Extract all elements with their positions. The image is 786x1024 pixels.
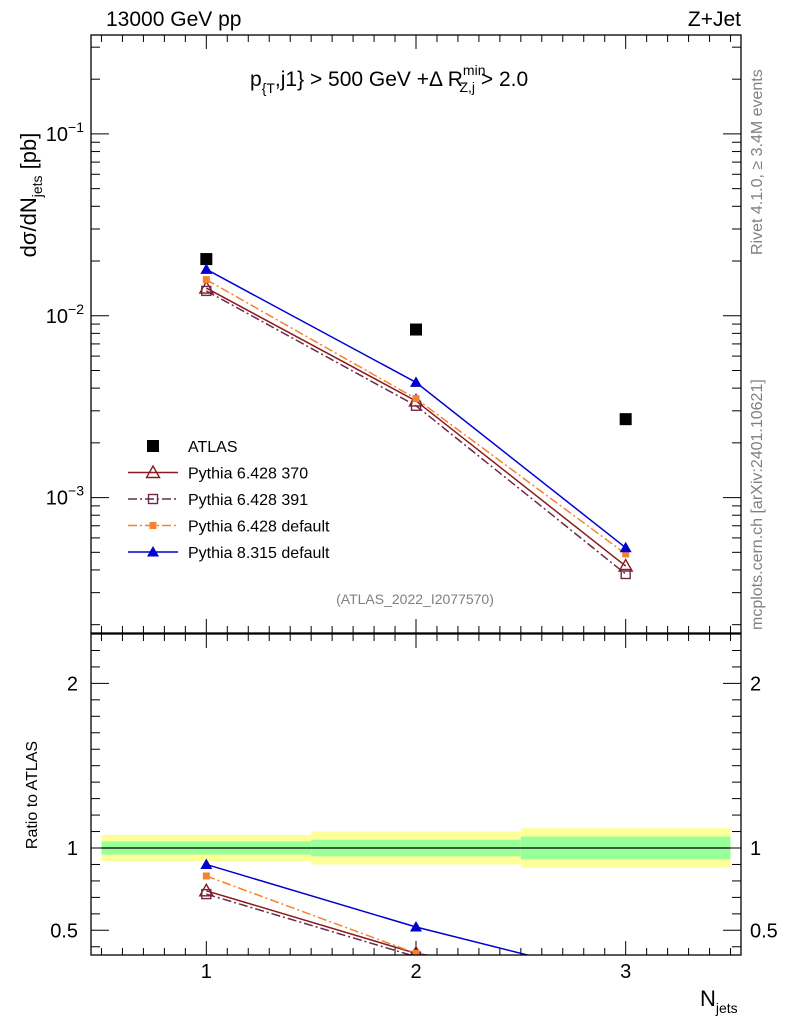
y-axis-label-main: dσ/dNjets [pb] — [16, 133, 45, 258]
point-atlas — [619, 413, 632, 426]
main-y-tick-label: 10−2 — [46, 301, 84, 328]
header-energy: 13000 GeV pp — [106, 8, 241, 31]
title-r-sup: min — [463, 62, 486, 78]
ratio-uncertainty-bands — [101, 828, 731, 868]
ratio-frame — [90, 633, 742, 956]
title-p-sub: {T — [262, 80, 276, 96]
point-atlas — [200, 253, 213, 266]
ratio-point-p391 — [621, 985, 630, 994]
ylabel-main-sub: jets — [29, 175, 45, 198]
main-frame — [90, 34, 742, 634]
rivet-version-text: Rivet 4.1.0, ≥ 3.4M events — [749, 69, 766, 255]
mcplots-text: mcplots.cern.ch [arXiv:2401.10621] — [749, 379, 766, 630]
xlabel-sub: jets — [715, 1000, 738, 1016]
x-tick-label: 1 — [201, 961, 212, 983]
legend-label-p6def: Pythia 6.428 default — [188, 519, 330, 536]
point-p8def — [619, 541, 632, 553]
x-tick-labels: 1 2 3 — [201, 961, 631, 983]
point-atlas — [410, 323, 422, 336]
main-y-tick-label: 10−3 — [46, 483, 84, 510]
ratio-y-tick-label-left: 0.5 — [50, 920, 78, 942]
ratio-y-tick-labels: 0.5 0.5 1 1 2 2 — [50, 673, 778, 942]
point-p6def — [202, 276, 210, 284]
point-p6def — [412, 395, 420, 403]
legend-label-p8def: Pythia 8.315 default — [188, 545, 330, 562]
ratio-point-p391 — [201, 888, 212, 900]
legend-marker-p8def — [147, 546, 159, 557]
legend-marker-p6def — [149, 522, 157, 529]
legend-marker-p370 — [145, 464, 161, 479]
ratio-point-p8def — [200, 858, 213, 869]
title-rest2: > 2.0 — [475, 68, 528, 91]
ratio-point-p6def — [412, 949, 420, 955]
point-p370 — [198, 280, 215, 294]
legend: ATLAS Pythia 6.428 370 Pythia 6.428 391 Pyt… — [128, 439, 330, 562]
x-axis-label: Njets — [700, 986, 738, 1016]
legend-marker-p391 — [147, 493, 159, 505]
main-panel: 10−1 10−2 10−3 ATLAS Pythia 6.428 370 Pythia… — [46, 34, 742, 634]
xlabel-a: N — [700, 986, 716, 1011]
title-p: p — [250, 68, 262, 91]
ratio-series-markers — [198, 858, 630, 994]
point-p8def — [200, 263, 213, 274]
ylabel-main-b: [pb] — [16, 133, 41, 176]
plot-title: p{T,j1} > 500 GeV +Δ Rmin Z,j > 2.0 — [250, 62, 528, 96]
point-p6def — [622, 550, 630, 558]
analysis-id: (ATLAS_2022_I2077570) — [336, 591, 494, 607]
title-rest1: ,j1} > 500 GeV +Δ R — [275, 68, 463, 91]
legend-label-p391: Pythia 6.428 391 — [188, 492, 308, 509]
ratio-y-tick-label-left: 1 — [67, 838, 78, 860]
legend-label-atlas: ATLAS — [188, 439, 238, 456]
ratio-y-tick-label-right: 0.5 — [750, 920, 778, 942]
ratio-y-tick-label-left: 2 — [67, 673, 78, 695]
point-p370 — [617, 558, 634, 572]
point-p391 — [620, 568, 631, 580]
ratio-y-tick-label-right: 1 — [750, 838, 761, 860]
point-p391 — [201, 285, 212, 297]
point-p8def — [410, 376, 422, 387]
x-tick-label: 2 — [410, 961, 421, 983]
header-process: Z+Jet — [688, 8, 741, 31]
main-series-markers — [198, 253, 634, 580]
ratio-point-p8def — [410, 921, 422, 932]
main-y-tick-labels: 10−1 10−2 10−3 — [46, 119, 84, 510]
series-line-p6def — [205, 278, 627, 555]
y-axis-label-ratio: Ratio to ATLAS — [24, 741, 41, 849]
ratio-line-p391 — [206, 893, 414, 955]
ratio-point-p6def — [202, 872, 210, 880]
main-ticks — [91, 35, 741, 633]
ratio-ticks — [91, 634, 741, 955]
ratio-panel: 0.5 0.5 1 1 2 2 1 2 3 — [50, 633, 778, 994]
main-y-tick-label: 10−1 — [46, 119, 84, 146]
ylabel-main-a: dσ/dN — [16, 197, 41, 257]
ratio-y-tick-label-right: 2 — [750, 673, 761, 695]
legend-marker-atlas — [147, 440, 159, 452]
legend-label-p370: Pythia 6.428 370 — [188, 466, 308, 483]
title-r-sub: Z,j — [459, 79, 475, 95]
x-tick-label: 3 — [620, 961, 631, 983]
